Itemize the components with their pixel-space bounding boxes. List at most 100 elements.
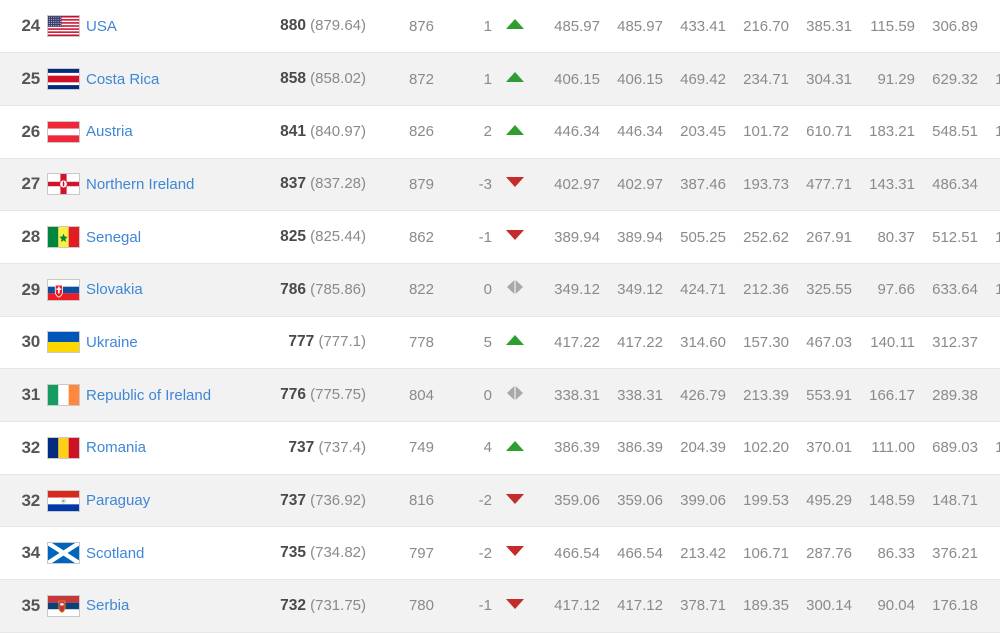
- stat-cell-6: 111.00: [852, 421, 915, 475]
- points-exact: (840.97): [310, 122, 366, 140]
- team-cell[interactable]: Romania: [86, 421, 261, 475]
- team-link[interactable]: USA: [86, 17, 117, 35]
- flag-icon-ua: [46, 331, 80, 354]
- team-link[interactable]: Senegal: [86, 228, 142, 246]
- rank-cell: 27: [0, 157, 40, 212]
- diamond-neutral-icon: [506, 278, 524, 296]
- stat-cell-1: 417.12: [537, 579, 600, 633]
- stat-cell-2: 402.97: [600, 157, 663, 212]
- points-value: 735: [280, 544, 306, 562]
- previous-points-cell: 826: [366, 104, 434, 159]
- team-link[interactable]: Austria: [86, 123, 133, 141]
- stat-cell-3: 505.25: [663, 210, 726, 264]
- rank-cell: 25: [0, 52, 40, 106]
- direction-cell: [492, 421, 537, 475]
- previous-points-cell: 816: [366, 473, 434, 528]
- flag-cell: [40, 421, 86, 475]
- points-exact: (858.02): [310, 70, 366, 88]
- stat-cell-4: 212.36: [726, 262, 789, 317]
- rank-change-cell: 1: [434, 52, 492, 106]
- points-exact: (777.1): [318, 333, 366, 351]
- team-cell[interactable]: Ukraine: [86, 315, 261, 370]
- table-row[interactable]: 35 Serbia 732 (731.75) 780 -1 417.12 417.12 37…: [0, 579, 1000, 633]
- stat-cell-2: 389.94: [600, 210, 663, 264]
- stat-cell-2: 338.31: [600, 368, 663, 422]
- team-cell[interactable]: Scotland: [86, 526, 261, 581]
- stat-cell-4: 213.39: [726, 368, 789, 422]
- table-row[interactable]: 28 Senegal 825 (825.44) 862 -1 389.94 389.94 5…: [0, 210, 1000, 264]
- previous-points-cell: 749: [366, 421, 434, 475]
- team-cell[interactable]: Northern Ireland: [86, 157, 261, 212]
- table-row[interactable]: 27 Northern Ireland 837 (837.28) 879 -3 402.…: [0, 157, 1000, 212]
- rank-change-cell: 0: [434, 368, 492, 422]
- stat-cell-1: 402.97: [537, 157, 600, 212]
- points-value: 776: [280, 386, 306, 404]
- table-row[interactable]: 34 Scotland 735 (734.82) 797 -2 466.54 466.54…: [0, 526, 1000, 581]
- stat-cell-7: 306.89: [915, 0, 978, 54]
- stat-cell-5: 287.76: [789, 526, 852, 581]
- diamond-neutral-icon: [506, 384, 524, 402]
- team-cell[interactable]: Senegal: [86, 210, 261, 264]
- stat-cell-1: 389.94: [537, 210, 600, 264]
- team-link[interactable]: Republic of Ireland: [86, 386, 212, 404]
- stat-cell-1: 386.39: [537, 421, 600, 475]
- points-exact: (785.86): [310, 280, 366, 298]
- points-cell: 841 (840.97): [261, 104, 366, 159]
- team-cell[interactable]: Costa Rica: [86, 52, 261, 106]
- flag-icon-cr: [46, 68, 80, 91]
- stat-cell-4: 199.53: [726, 473, 789, 528]
- table-row[interactable]: 30 Ukraine 777 (777.1) 778 5 417.22 417.22 314…: [0, 315, 1000, 370]
- team-link[interactable]: Northern Ireland: [86, 175, 195, 193]
- table-row[interactable]: 24 USA 880 (879.64) 876 1 485.97 485.97 433.41…: [0, 0, 1000, 54]
- flag-icon-nir: [46, 173, 80, 196]
- points-cell: 858 (858.02): [261, 52, 366, 106]
- team-link[interactable]: Serbia: [86, 597, 130, 615]
- stat-cell-7: 629.32: [915, 52, 978, 106]
- team-cell[interactable]: Paraguay: [86, 473, 261, 528]
- stat-cell-5: 477.71: [789, 157, 852, 212]
- table-row[interactable]: 31 Republic of Ireland 776 (775.75) 804 0 33…: [0, 368, 1000, 422]
- stat-cell-3: 399.06: [663, 473, 726, 528]
- points-cell: 825 (825.44): [261, 210, 366, 264]
- stat-cell-4: 189.35: [726, 579, 789, 633]
- points-cell: 837 (837.28): [261, 157, 366, 212]
- previous-points-cell: 876: [366, 0, 434, 54]
- stat-cell-4: 234.71: [726, 52, 789, 106]
- flag-icon-ie: [46, 384, 80, 407]
- team-cell[interactable]: Slovakia: [86, 262, 261, 317]
- team-link[interactable]: Slovakia: [86, 281, 143, 299]
- points-cell: 737 (736.92): [261, 473, 366, 528]
- team-link[interactable]: Paraguay: [86, 492, 151, 510]
- team-cell[interactable]: Serbia: [86, 579, 261, 633]
- table-row[interactable]: 26 Austria 841 (840.97) 826 2 446.34 446.34 20…: [0, 104, 1000, 159]
- stat-cell-8: 126.73: [978, 262, 1000, 317]
- team-link[interactable]: Costa Rica: [86, 70, 160, 88]
- points-cell: 786 (785.86): [261, 262, 366, 317]
- stat-cell-6: 86.33: [852, 526, 915, 581]
- team-link[interactable]: Romania: [86, 439, 147, 457]
- team-link[interactable]: Ukraine: [86, 333, 138, 351]
- team-link[interactable]: Scotland: [86, 544, 145, 562]
- table-row[interactable]: 32 Paraguay 737 (736.92) 816 -2 359.06 359.06…: [0, 473, 1000, 528]
- rank-cell: 28: [0, 210, 40, 264]
- stat-cell-8: 137.81: [978, 421, 1000, 475]
- stat-cell-3: 213.42: [663, 526, 726, 581]
- triangle-down-icon: [505, 493, 525, 505]
- team-cell[interactable]: USA: [86, 0, 261, 54]
- stat-cell-1: 338.31: [537, 368, 600, 422]
- stat-cell-5: 370.01: [789, 421, 852, 475]
- stat-cell-2: 417.22: [600, 315, 663, 370]
- rank-change-cell: 0: [434, 262, 492, 317]
- table-row[interactable]: 32 Romania 737 (737.4) 749 4 386.39 386.39 204…: [0, 421, 1000, 475]
- triangle-down-icon: [505, 545, 525, 557]
- team-cell[interactable]: Austria: [86, 104, 261, 159]
- table-row[interactable]: 25 Costa Rica 858 (858.02) 872 1 406.15 406.1…: [0, 52, 1000, 106]
- team-cell[interactable]: Republic of Ireland: [86, 368, 261, 422]
- points-exact: (734.82): [310, 544, 366, 562]
- rank-change-cell: -2: [434, 473, 492, 528]
- stat-cell-8: 97.27: [978, 157, 1000, 212]
- table-row[interactable]: 29 Slovakia 786 (785.86) 822 0 349.12 349.12 4…: [0, 262, 1000, 317]
- rank-cell: 30: [0, 315, 40, 370]
- direction-cell: [492, 104, 537, 159]
- stat-cell-4: 252.62: [726, 210, 789, 264]
